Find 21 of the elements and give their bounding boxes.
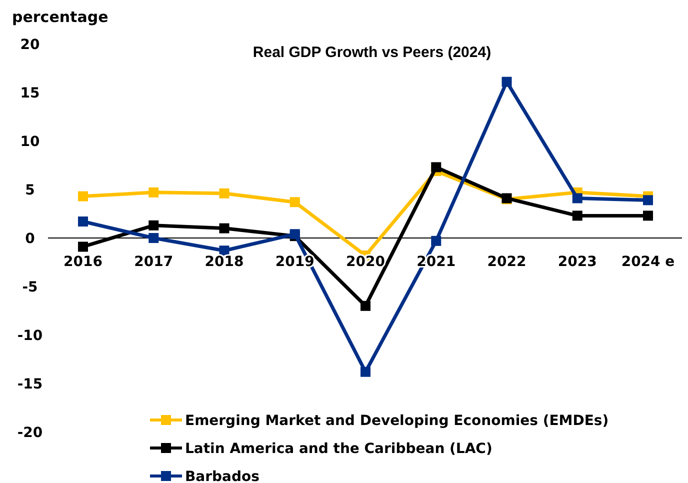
- y-tick-label: 5: [25, 182, 35, 198]
- chart-title: Real GDP Growth vs Peers (2024): [252, 44, 492, 61]
- legend-label: Barbados: [185, 468, 260, 483]
- x-tick-label: 2023: [558, 254, 597, 270]
- x-tick-label: 2024 e: [621, 254, 675, 270]
- y-tick-label: 20: [20, 36, 40, 53]
- y-tick-label: 0: [25, 230, 36, 247]
- x-tick-label: 2022: [487, 254, 526, 270]
- y-tick-label: -15: [17, 376, 43, 392]
- y-axis-title: percentage: [12, 8, 108, 26]
- y-tick-label: 10: [20, 134, 40, 150]
- y-tick-label: 15: [20, 85, 40, 102]
- y-tick-label: -20: [17, 424, 43, 441]
- x-tick-label: 2016: [64, 254, 102, 270]
- y-tick-label: -5: [22, 279, 38, 296]
- x-tick-label: 2018: [204, 254, 244, 270]
- legend-label: Latin America and the Caribbean (LAC): [185, 440, 492, 457]
- x-tick-label: 2020: [346, 254, 386, 270]
- x-tick-label: 2017: [134, 254, 174, 270]
- legend-label: Emerging Market and Developing Economies (EMDEs): [185, 412, 609, 429]
- y-tick-label: -10: [17, 328, 43, 344]
